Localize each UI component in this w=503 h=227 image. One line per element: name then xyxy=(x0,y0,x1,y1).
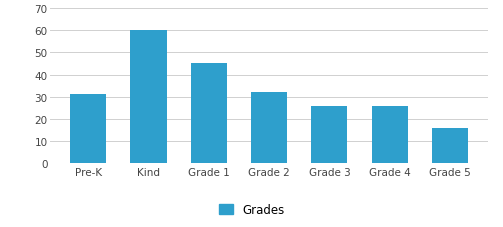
Bar xyxy=(432,128,468,163)
Bar xyxy=(70,95,106,163)
Bar xyxy=(311,106,348,163)
Bar xyxy=(251,93,287,163)
Bar xyxy=(191,64,227,163)
Legend: Grades: Grades xyxy=(214,199,289,221)
Bar xyxy=(372,106,408,163)
Bar xyxy=(130,31,166,163)
